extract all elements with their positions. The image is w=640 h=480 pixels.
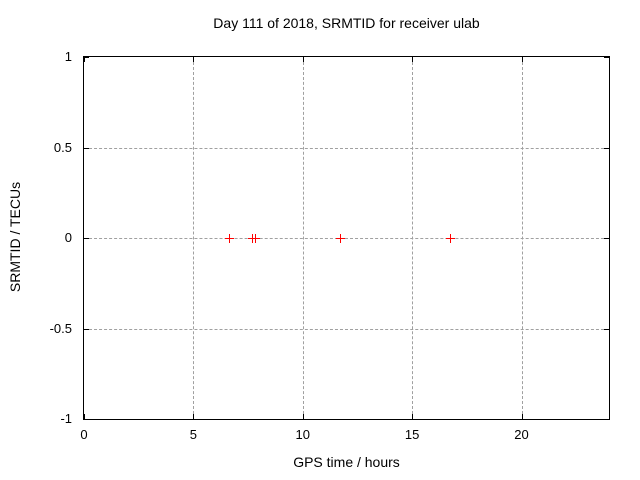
chart-title: Day 111 of 2018, SRMTID for receiver ula… (213, 15, 480, 31)
x-tick-label: 5 (189, 427, 197, 442)
x-axis-label: GPS time / hours (293, 454, 400, 470)
x-tick-label: 20 (514, 427, 529, 442)
y-tick-label: -1 (60, 411, 72, 426)
y-tick-mark (604, 419, 609, 420)
marker-vertical-stroke (229, 234, 230, 243)
y-tick-mark (84, 57, 89, 58)
x-tick-mark (303, 57, 304, 62)
y-tick-label: 0.5 (53, 139, 72, 155)
x-tick-mark (522, 414, 523, 419)
y-tick-mark (604, 57, 609, 58)
y-gridline (84, 148, 609, 149)
data-point-marker (446, 234, 455, 243)
y-tick-label: 0 (64, 230, 72, 245)
x-tick-mark (193, 414, 194, 419)
data-point-marker (251, 234, 260, 243)
y-tick-mark (84, 329, 89, 330)
data-point-marker (225, 234, 234, 243)
x-tick-mark (303, 414, 304, 419)
x-tick-label: 15 (404, 427, 420, 442)
x-tick-mark (84, 414, 85, 419)
x-tick-label: 10 (295, 427, 310, 442)
y-tick-mark (84, 238, 89, 239)
y-tick-mark (604, 148, 609, 149)
y-gridline (84, 329, 609, 330)
y-tick-mark (84, 419, 89, 420)
marker-vertical-stroke (450, 234, 451, 243)
x-tick-mark (522, 57, 523, 62)
x-tick-mark (84, 57, 85, 62)
y-tick-mark (84, 148, 89, 149)
x-tick-mark (193, 57, 194, 62)
y-tick-mark (604, 329, 609, 330)
x-tick-mark (412, 57, 413, 62)
y-tick-label: -0.5 (49, 320, 72, 336)
x-tick-mark (412, 414, 413, 419)
y-tick-label: 1 (64, 49, 72, 64)
y-tick-mark (604, 238, 609, 239)
x-tick-label: 0 (80, 427, 88, 442)
marker-vertical-stroke (340, 234, 341, 243)
y-gridline (84, 238, 609, 239)
data-point-marker (336, 234, 345, 243)
plot-area (83, 56, 610, 420)
marker-vertical-stroke (255, 234, 256, 243)
